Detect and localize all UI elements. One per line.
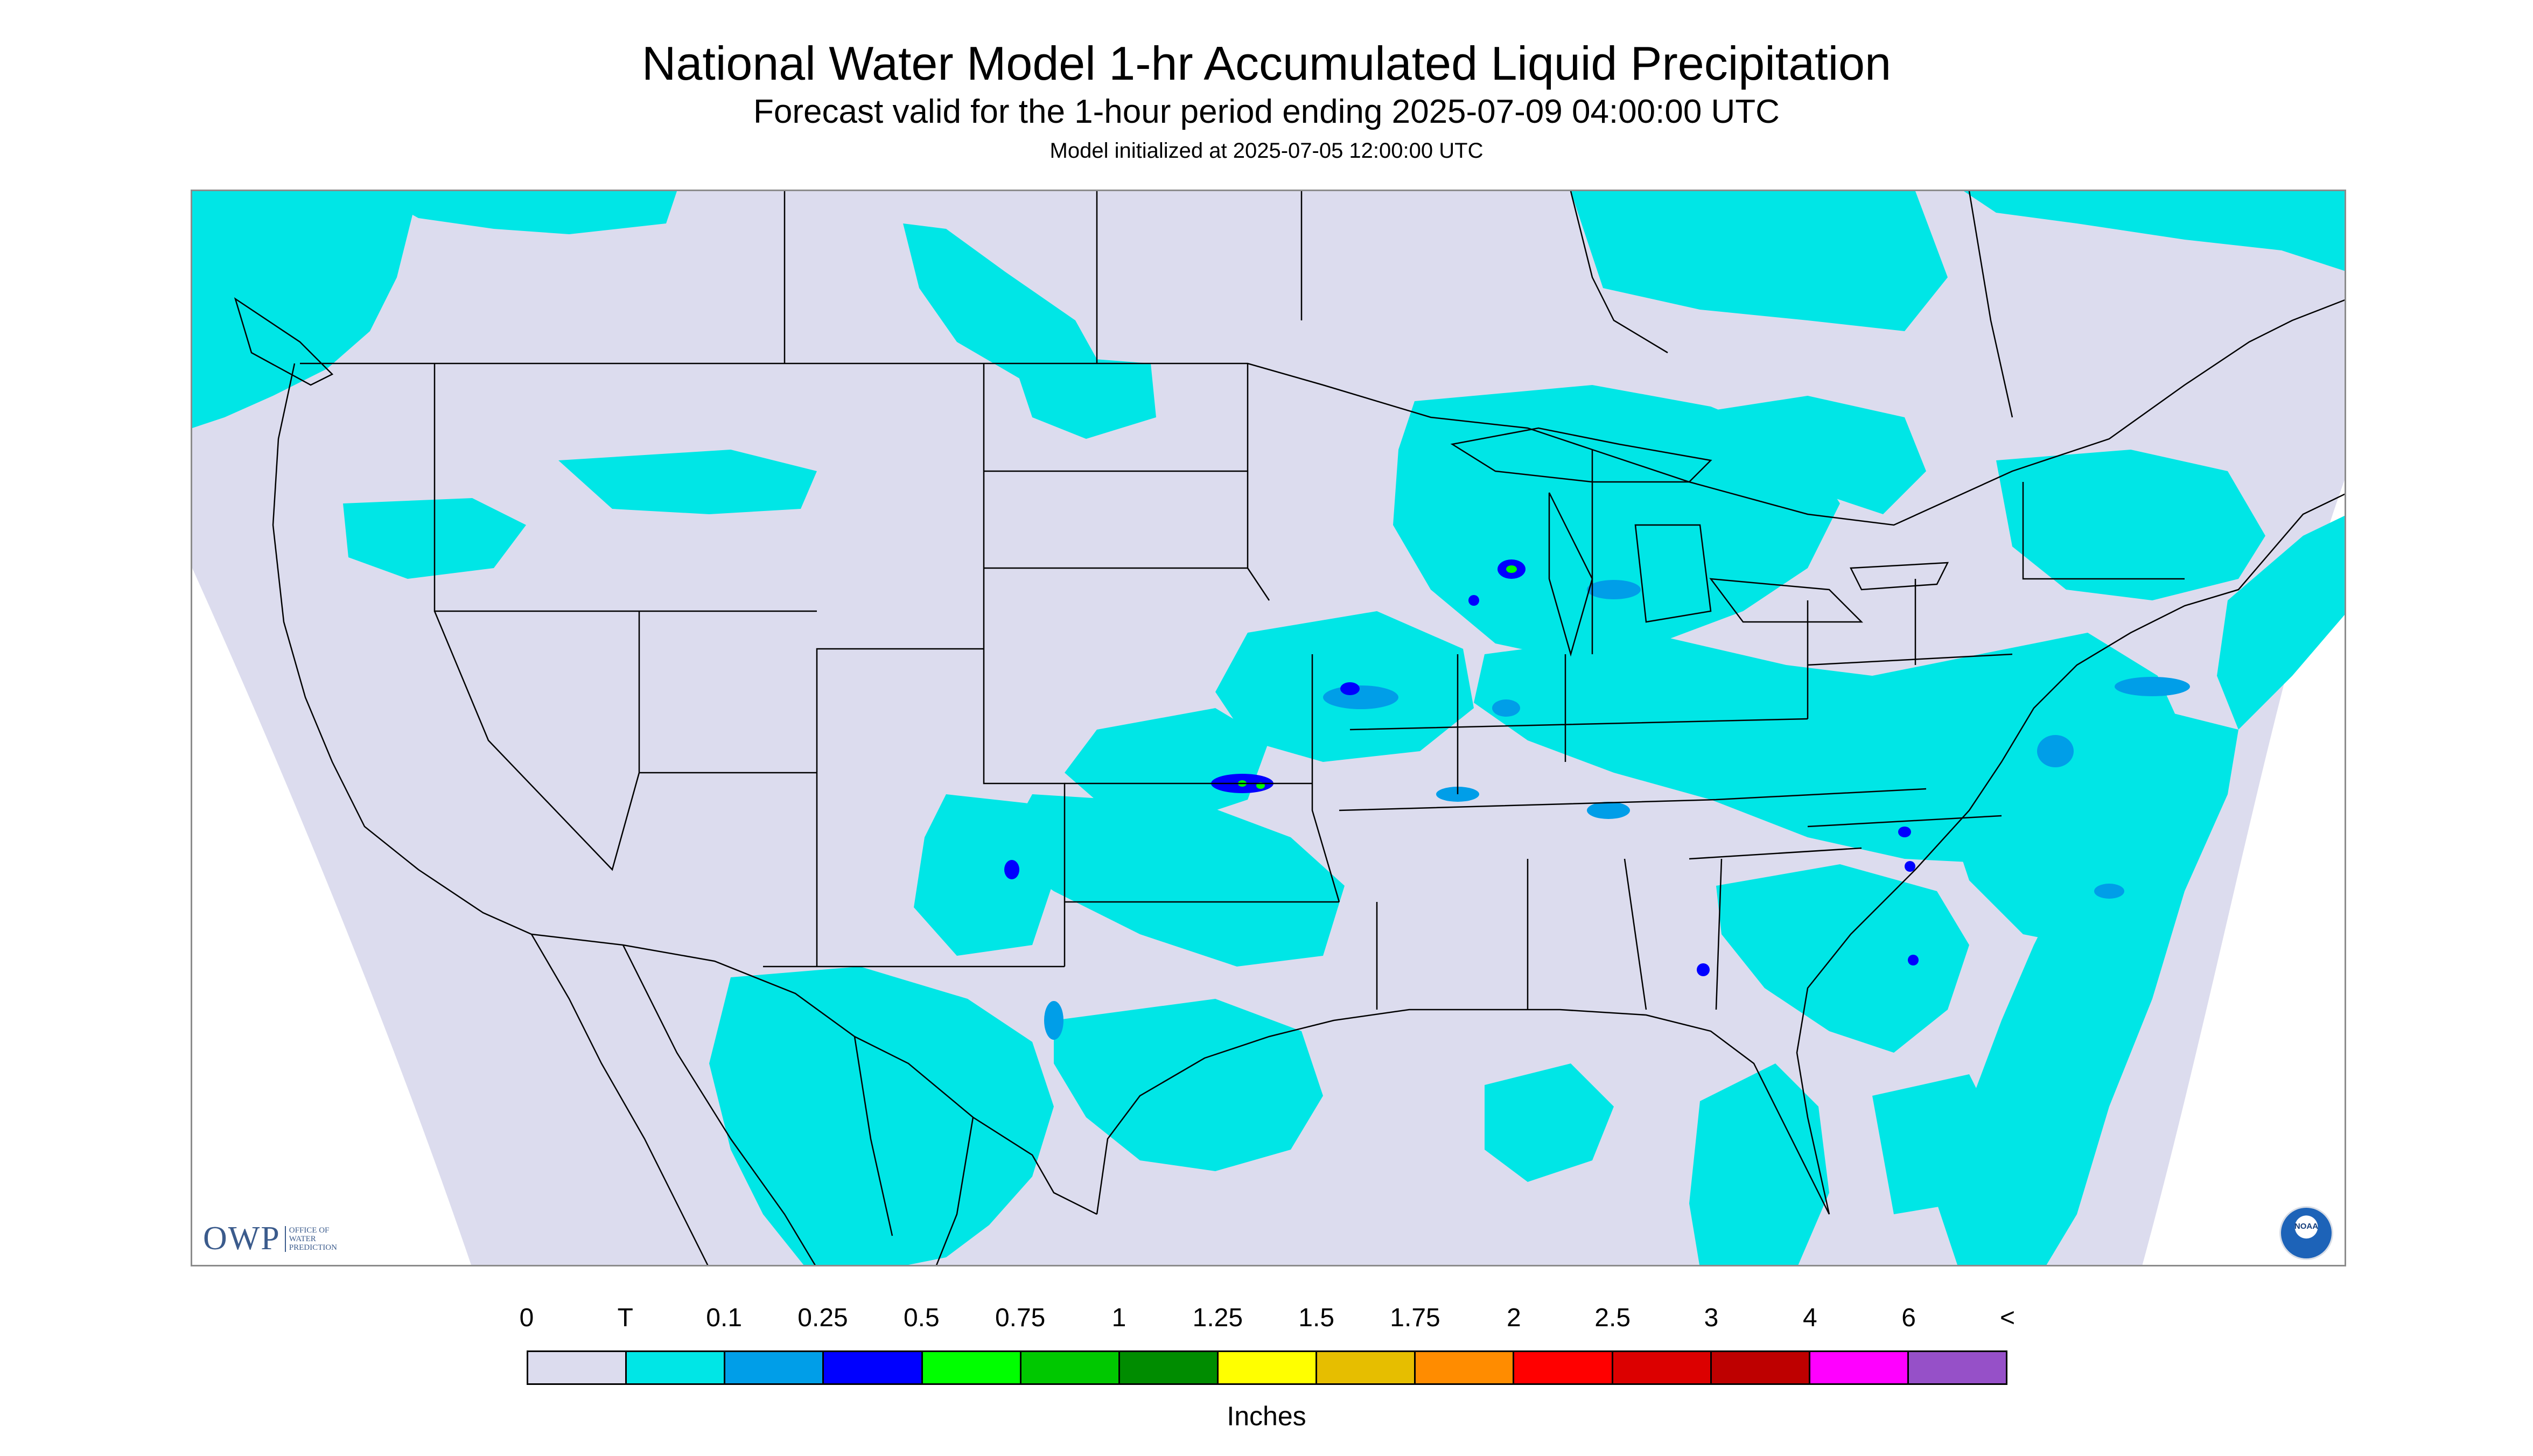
owp-logo: OWP OFFICE OF WATER PREDICTION xyxy=(203,1220,337,1258)
legend-tick-13: 4 xyxy=(1802,1304,1817,1332)
legend-swatch-4 xyxy=(922,1352,1021,1383)
legend-tick-5: 0.75 xyxy=(995,1304,1046,1332)
legend-swatch-14 xyxy=(1908,1352,2006,1383)
legend-tick-0: 0 xyxy=(519,1304,534,1332)
legend-tick-1: T xyxy=(617,1304,633,1332)
legend-tick-10: 2 xyxy=(1506,1304,1521,1332)
mexico-interior xyxy=(622,944,974,1265)
west-coast xyxy=(272,363,532,935)
legend-swatch-1 xyxy=(627,1352,726,1383)
legend-tick-6: 1 xyxy=(1111,1304,1126,1332)
noaa-logo: NOAA xyxy=(2279,1206,2333,1260)
us-mexico-border xyxy=(531,933,1097,1215)
legend-tick-3: 0.25 xyxy=(797,1304,848,1332)
precipitation-map: OWP OFFICE OF WATER PREDICTION NOAA xyxy=(191,190,2346,1266)
boundaries xyxy=(234,191,2345,1265)
legend-swatch-7 xyxy=(1218,1352,1318,1383)
state-lines-central xyxy=(984,363,1927,1010)
gulf-coast xyxy=(1096,1009,1830,1215)
legend-tick-9: 1.75 xyxy=(1390,1304,1440,1332)
legend-tick-12: 3 xyxy=(1704,1304,1719,1332)
legend-units: Inches xyxy=(1227,1401,1306,1431)
legend-swatch-10 xyxy=(1514,1352,1613,1383)
legend-swatch-12 xyxy=(1711,1352,1810,1383)
legend-swatch-9 xyxy=(1416,1352,1515,1383)
model-init-time: Model initialized at 2025-07-05 12:00:00… xyxy=(1049,139,1484,163)
legend-color-bar xyxy=(527,1350,2007,1385)
state-lines-east xyxy=(1591,450,2185,860)
legend-tick-8: 1.5 xyxy=(1298,1304,1335,1332)
chart-title: National Water Model 1-hr Accumulated Li… xyxy=(641,37,1892,90)
canada-provinces xyxy=(783,191,2013,418)
legend-swatch-0 xyxy=(528,1352,627,1383)
legend-tick-2: 0.1 xyxy=(706,1304,743,1332)
baja-california xyxy=(530,934,709,1265)
owp-logo-text: OWP xyxy=(203,1220,281,1257)
map-canvas xyxy=(192,191,2345,1265)
vancouver-island xyxy=(234,297,334,386)
legend-swatch-2 xyxy=(725,1352,824,1383)
legend-swatch-8 xyxy=(1317,1352,1416,1383)
state-lines-west xyxy=(433,363,1066,968)
legend-tick-7: 1.25 xyxy=(1192,1304,1243,1332)
legend-swatch-5 xyxy=(1021,1352,1120,1383)
east-coast xyxy=(1796,493,2345,1215)
chart-subtitle: Forecast valid for the 1-hour period end… xyxy=(753,93,1780,130)
legend-swatch-3 xyxy=(824,1352,923,1383)
great-lakes xyxy=(1450,427,1949,657)
owp-logo-subtext: OFFICE OF WATER PREDICTION xyxy=(284,1226,337,1252)
legend-tick-11: 2.5 xyxy=(1594,1304,1631,1332)
color-legend: 0 T 0.1 0.25 0.5 0.75 1 1.25 1.5 1.75 2 2.5 3 4 6 < xyxy=(520,1303,2015,1389)
precip-trace-areas xyxy=(192,191,2345,1265)
legend-swatch-6 xyxy=(1119,1352,1219,1383)
us-canada-border xyxy=(300,299,2345,526)
legend-swatch-13 xyxy=(1810,1352,1909,1383)
legend-tick-15: < xyxy=(1999,1304,2016,1332)
legend-swatch-11 xyxy=(1613,1352,1712,1383)
legend-tick-14: 6 xyxy=(1901,1304,1916,1332)
legend-tick-4: 0.5 xyxy=(903,1304,940,1332)
